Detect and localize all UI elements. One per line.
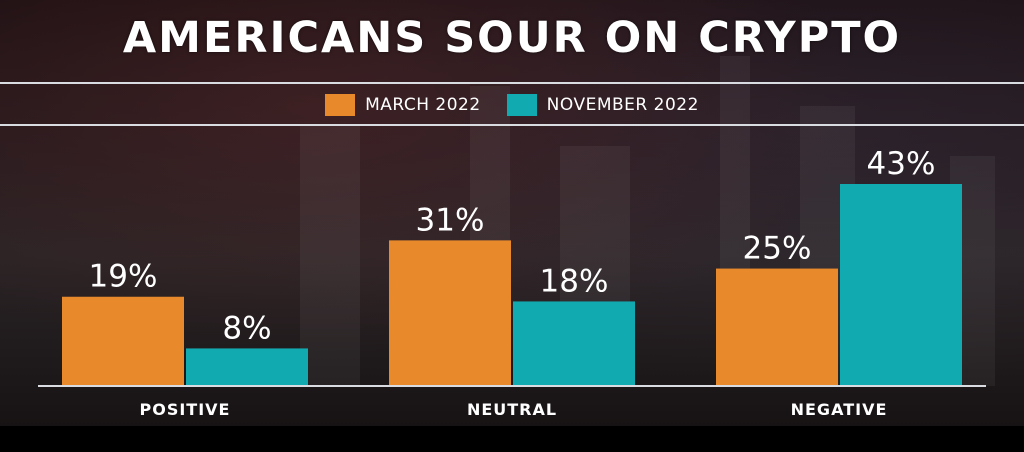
chart-title: AMERICANS SOUR ON CRYPTO bbox=[122, 13, 902, 63]
bar-value-label: 19% bbox=[89, 259, 158, 295]
background-building bbox=[300, 126, 360, 386]
legend-label-november: NOVEMBER 2022 bbox=[546, 95, 699, 115]
bar-neutral-november bbox=[513, 301, 635, 386]
header-rule-bottom bbox=[0, 124, 1024, 126]
bar-value-label: 43% bbox=[867, 146, 936, 182]
bar-positive-november bbox=[186, 348, 308, 386]
bar-value-label: 18% bbox=[540, 263, 609, 299]
bar-neutral-march bbox=[389, 240, 511, 386]
bar-negative-november bbox=[840, 184, 962, 386]
legend-swatch-november bbox=[506, 94, 537, 116]
bar-positive-march bbox=[62, 296, 184, 386]
category-label-positive: POSITIVE bbox=[140, 400, 231, 419]
header-rule-top bbox=[0, 82, 1024, 84]
legend-swatch-march bbox=[325, 94, 356, 116]
bar-value-label: 31% bbox=[416, 202, 485, 238]
legend-item-november: NOVEMBER 2022 bbox=[506, 94, 699, 116]
category-label-negative: NEGATIVE bbox=[791, 400, 888, 419]
legend: MARCH 2022 NOVEMBER 2022 bbox=[0, 90, 1024, 120]
category-label-neutral: NEUTRAL bbox=[467, 400, 557, 419]
bar-chart: 19% 8% POSITIVE 31% 18% NEUTRAL 25% 43% NEGATIVE bbox=[38, 146, 986, 419]
legend-item-march: MARCH 2022 bbox=[325, 94, 481, 116]
legend-label-march: MARCH 2022 bbox=[365, 95, 481, 115]
bar-negative-march bbox=[716, 268, 838, 386]
bar-value-label: 8% bbox=[222, 310, 271, 346]
bar-value-label: 25% bbox=[743, 231, 812, 267]
